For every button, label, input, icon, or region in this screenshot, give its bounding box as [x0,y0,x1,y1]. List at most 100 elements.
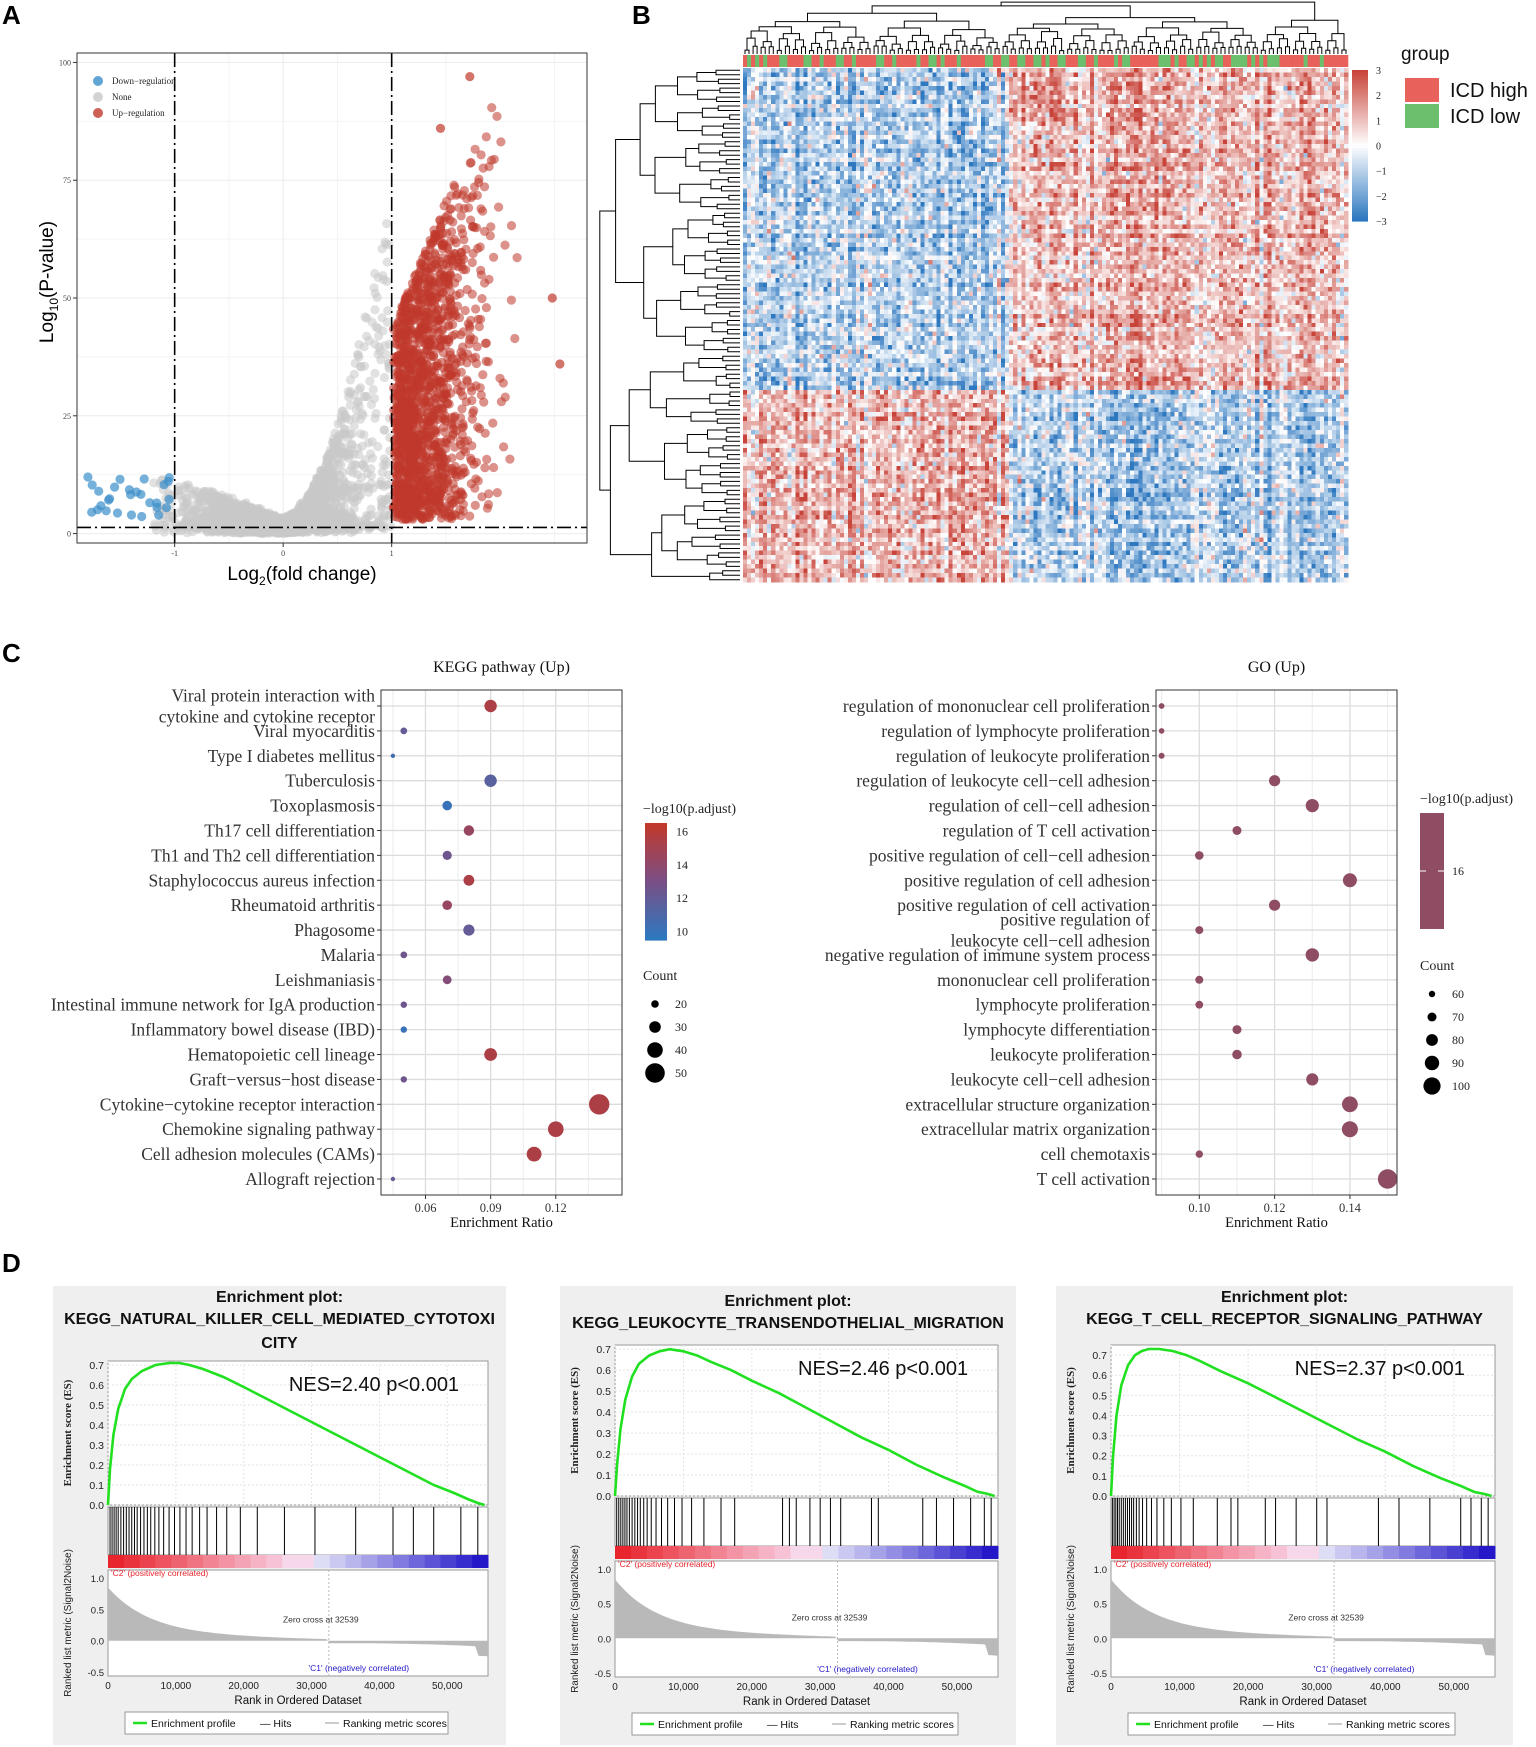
heatmap-cell [924,90,929,96]
heatmap-cell [908,81,913,87]
heatmap-cell [1154,76,1159,82]
point-none [372,292,382,302]
heatmap-cell [1287,81,1292,87]
heatmap-cell [940,68,946,73]
heatmap-cell [868,90,873,96]
group-bar-cell [948,55,954,67]
panel-label-c: C [2,638,21,668]
point-up [466,315,476,325]
heatmap-cell [1134,81,1139,87]
heatmap-cell [997,72,1002,78]
heatmap-cell [1013,81,1018,87]
heatmap-cell [1065,76,1071,82]
heatmap-cell [1255,85,1260,91]
group-bar-cell [1335,55,1341,67]
heatmap-cell [960,72,966,78]
group-bar-cell [759,55,764,67]
heatmap-cell [1069,68,1075,73]
heatmap-cell [1239,85,1244,91]
heatmap-cell [972,72,978,78]
heatmap-cell [880,90,885,96]
group-bar-cell [1267,55,1272,67]
point-up [474,322,484,332]
heatmap-cell [993,81,998,87]
heatmap-cell [1061,72,1067,78]
heatmap-cell [944,68,950,73]
heatmap-cell [851,81,857,87]
heatmap-cell [896,90,901,96]
heatmap-cell [1162,85,1167,91]
group-bar-cell [803,55,808,67]
heatmap-cell [1194,85,1200,91]
point-none [298,498,308,509]
heatmap-cell [1271,85,1276,91]
heatmap-cell [1089,72,1095,78]
heatmap-cell [1150,76,1155,82]
heatmap-cell [791,85,796,91]
heatmap-cell [1073,81,1079,87]
heatmap-cell [787,72,792,78]
heatmap-cell [855,76,861,82]
heatmap-cell [1029,72,1034,78]
heatmap-cell [835,81,841,87]
heatmap-cell [1303,72,1309,78]
heatmap-cell [1037,90,1042,96]
heatmap-cell [924,81,929,87]
group-bar-cell [1343,55,1349,67]
heatmap-cell [843,85,849,91]
heatmap-cell [1093,90,1099,96]
heatmap-cell [948,81,954,87]
heatmap-cell [1033,85,1038,91]
heatmap-cell [1013,72,1018,78]
heatmap-cell [763,90,768,96]
heatmap-cell [843,81,849,87]
heatmap-cell [864,90,869,96]
heatmap-cell [859,72,865,78]
heatmap-cell [1122,76,1127,82]
heatmap-cell [1198,76,1204,82]
heatmap-cell [1001,68,1006,73]
heatmap-cell [1009,85,1014,91]
heatmap-cell [1283,72,1288,78]
heatmap-cell [747,68,752,73]
heatmap-cell [771,76,776,82]
point-up [399,356,410,366]
heatmap-cell [904,72,909,78]
heatmap-cell [896,85,901,91]
heatmap-cell [1142,72,1147,78]
group-bar-cell [1009,55,1014,67]
point-up [480,338,491,348]
heatmap-cell [916,85,921,91]
heatmap-cell [755,81,760,87]
heatmap-cell [795,72,800,78]
heatmap-cell [1085,76,1091,82]
heatmap-cell [839,85,845,91]
heatmap-cell [920,72,925,78]
heatmap-cell [964,76,970,82]
point-up [430,406,440,416]
point-up [452,377,462,387]
heatmap-cell [1182,76,1188,82]
heatmap-cell [985,90,990,96]
heatmap-cell [1073,90,1079,96]
point-up [430,426,440,436]
point-none [351,460,361,470]
point-up [456,470,466,480]
heatmap-cell [1005,90,1010,96]
heatmap-cell [1327,76,1333,82]
heatmap-cell [1029,68,1034,73]
heatmap-cell [1291,81,1296,87]
point-up [394,323,404,333]
point-up [430,391,440,401]
heatmap-cell [872,90,877,96]
heatmap-cell [1174,68,1179,73]
group-bar-cell [743,55,748,67]
heatmap-cell [827,90,833,96]
heatmap-cell [1114,68,1119,73]
heatmap-cell [827,72,833,78]
heatmap-cell [771,85,776,91]
heatmap-cell [989,85,994,91]
heatmap-cell [1017,68,1022,73]
heatmap-cell [956,68,962,73]
heatmap-cell [1255,68,1260,73]
